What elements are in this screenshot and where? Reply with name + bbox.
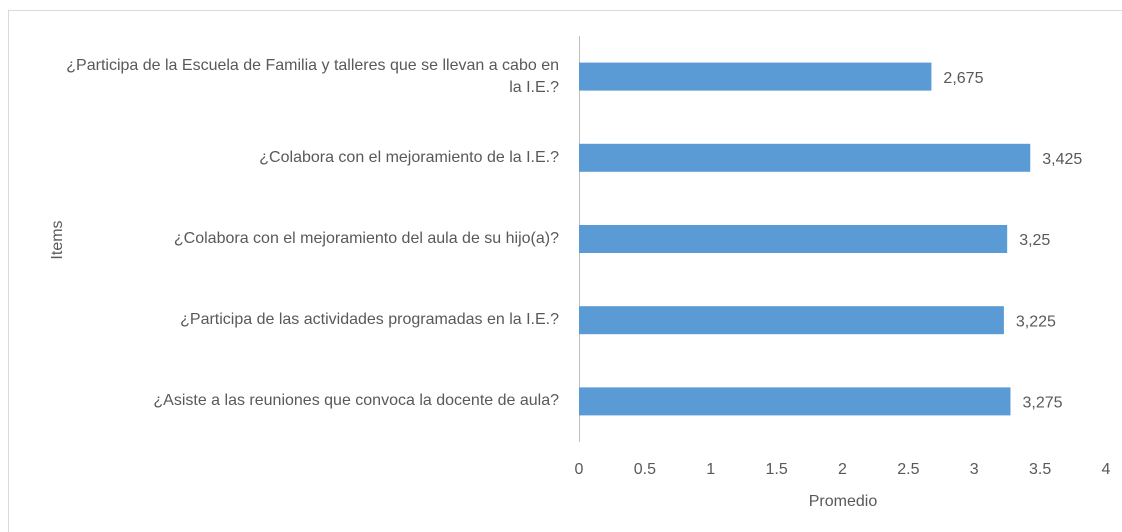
bar [579, 306, 1004, 335]
data-label: 3,275 [1022, 395, 1062, 412]
x-tick-label: 2.5 [897, 461, 919, 478]
x-tick-label: 3.5 [1029, 461, 1051, 478]
y-tick-label: ¿Participa de las actividades programada… [180, 311, 559, 329]
bar [579, 387, 1011, 416]
x-tick-label: 1.5 [766, 461, 788, 478]
data-label: 3,225 [1016, 313, 1056, 330]
x-tick-label: 4 [1102, 461, 1111, 478]
bar [579, 62, 932, 91]
y-tick-label: ¿Colabora con el mejoramiento de la I.E.… [259, 148, 559, 166]
y-tick-label: ¿Asiste a las reuniones que convoca la d… [153, 392, 559, 410]
x-tick-label: 2 [838, 461, 847, 478]
data-label: 3,425 [1042, 151, 1082, 168]
chart-border [8, 10, 1122, 532]
y-tick-label: ¿Participa de la Escuela de Familia y ta… [66, 56, 559, 96]
data-label: 3,25 [1019, 232, 1050, 249]
y-tick-label: ¿Colabora con el mejoramiento del aula d… [173, 230, 559, 247]
x-tick-label: 1 [706, 461, 715, 478]
x-tick-label: 3 [970, 461, 979, 478]
x-axis-title: Promedio [809, 493, 878, 510]
bar [579, 143, 1031, 172]
bar [579, 225, 1008, 253]
x-tick-label: 0.5 [634, 461, 656, 478]
y-axis-title: Items [49, 220, 66, 259]
data-label: 2,675 [943, 70, 983, 87]
x-tick-label: 0 [575, 461, 584, 478]
